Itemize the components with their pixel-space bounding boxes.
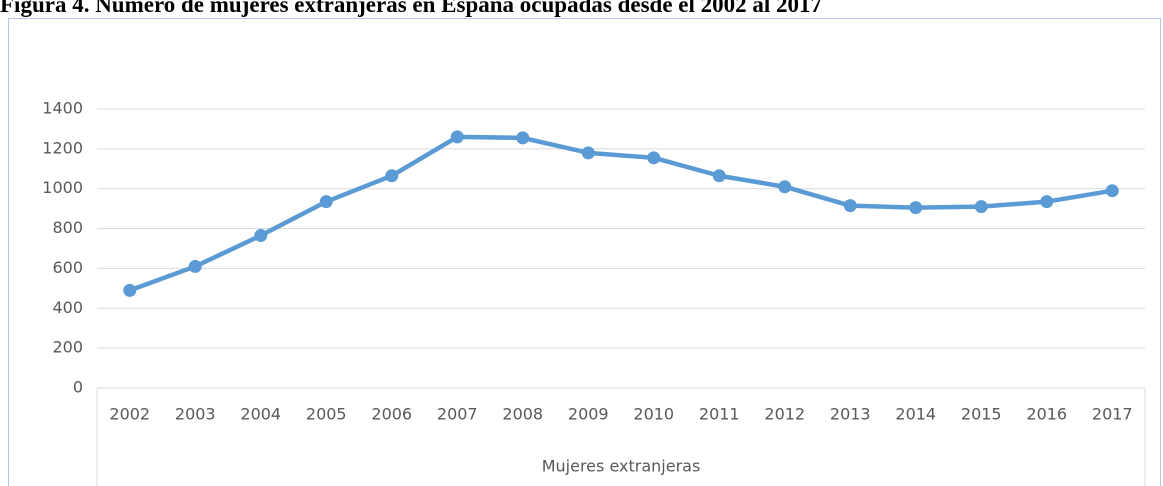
x-tick-label: 2015 [961,405,1002,424]
x-tick-label: 2017 [1092,405,1133,424]
series-line [128,134,1113,293]
point [778,180,792,194]
x-tick-label: 2009 [568,405,609,424]
y-tick-label: 1000 [42,178,83,197]
point [974,200,988,214]
x-tick-label: 2010 [633,405,674,424]
x-tick-label: 2007 [437,405,478,424]
point [319,195,333,209]
x-tick-label: 2006 [371,405,412,424]
point [1040,195,1054,209]
y-tick-label: 1400 [42,99,83,118]
x-tick-label: 2013 [830,405,871,424]
point [1105,184,1119,198]
x-tick-label: 2011 [699,405,740,424]
point [188,259,202,273]
x-tick-label: 2016 [1026,405,1067,424]
point [385,169,399,183]
point [712,169,726,183]
x-tick-label: 2005 [306,405,347,424]
point [843,199,857,213]
y-tick-label: 0 [73,378,83,397]
x-tick-label: 2014 [895,405,936,424]
x-tick-label: 2008 [502,405,543,424]
point [581,146,595,160]
y-tick-label: 200 [52,338,83,357]
category-group-label: Mujeres extranjeras [542,457,701,476]
chart-title: Figura 4. Número de mujeres extranjeras … [0,0,822,17]
x-tick-label: 2012 [764,405,805,424]
x-tick-label: 2003 [175,405,216,424]
point [254,229,268,243]
x-tick-label: 2004 [240,405,281,424]
point [450,130,464,144]
point [909,201,923,215]
chart-border [8,18,1161,486]
x-tick-label: 2002 [109,405,150,424]
y-tick-label: 1200 [42,138,83,157]
y-tick-label: 400 [52,298,83,317]
y-tick-label: 600 [52,258,83,277]
point [516,131,530,145]
y-tick-label: 800 [52,218,83,237]
point [647,151,661,165]
point [123,283,137,297]
